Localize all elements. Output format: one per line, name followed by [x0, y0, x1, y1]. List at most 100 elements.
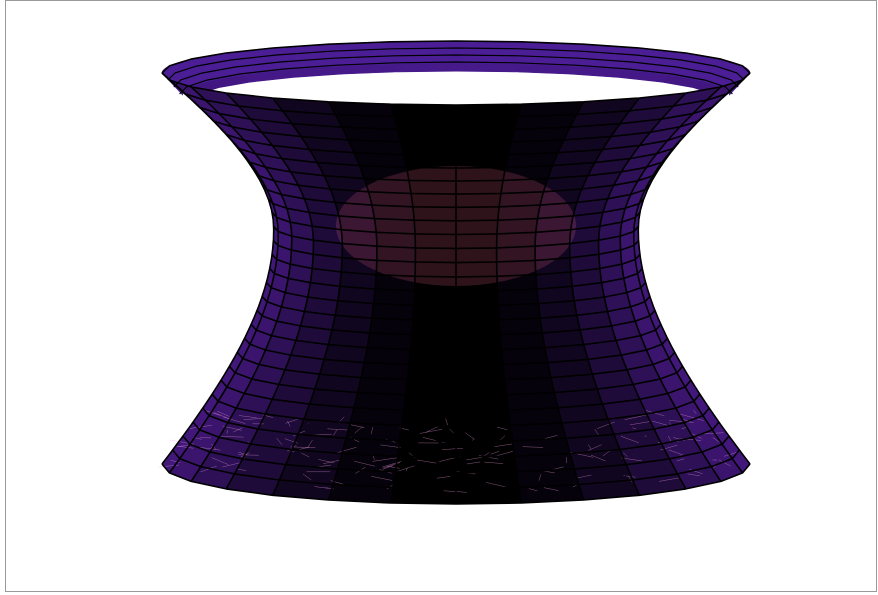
- surface-speckle-stroke: [669, 420, 694, 423]
- surface-facet: [390, 103, 457, 118]
- surface-facet: [497, 288, 539, 306]
- hyperboloid-plot: [158, 40, 751, 505]
- mesh-top-rim-back: [161, 40, 751, 74]
- surface-speckle-stroke: [522, 446, 544, 448]
- surface-facet: [410, 334, 457, 351]
- surface-facet: [403, 394, 457, 412]
- surface-facet: [455, 379, 507, 396]
- surface-speckle-stroke: [668, 435, 672, 442]
- surface-facet: [394, 455, 457, 474]
- surface-speckle-stroke: [620, 435, 639, 444]
- surface-speckle-stroke: [371, 476, 392, 481]
- surface-facet: [397, 440, 457, 458]
- surface-speckle-stroke: [652, 420, 668, 426]
- surface-speckle-stroke: [302, 473, 312, 481]
- mesh-meridian: [534, 101, 585, 501]
- surface-facet: [400, 141, 457, 156]
- surface-facet: [455, 409, 511, 427]
- surface-speckle-stroke: [370, 427, 374, 435]
- surface-speckle-stroke: [226, 429, 229, 434]
- mesh-meridian: [619, 86, 722, 482]
- surface-speckle-stroke: [382, 465, 394, 470]
- surface-speckle-stroke: [624, 414, 650, 420]
- surface-speckle-stroke: [724, 452, 738, 457]
- surface-speckle-stroke: [233, 427, 243, 433]
- surface-facet: [455, 154, 509, 169]
- surface-speckle-stroke: [307, 439, 313, 448]
- surface-speckle-stroke: [425, 426, 439, 433]
- surface-speckle-stroke: [441, 447, 464, 450]
- surface-mesh: [161, 40, 751, 505]
- surface-facet: [455, 394, 509, 412]
- surface-speckle-stroke: [629, 421, 650, 426]
- surface-facet: [455, 319, 501, 336]
- surface-facet: [401, 409, 457, 427]
- surface-speckle-stroke: [382, 461, 402, 468]
- surface-speckle-stroke: [712, 437, 720, 443]
- mesh-meridian: [568, 97, 641, 496]
- surface-speckle-stroke: [499, 435, 506, 441]
- surface-facet: [497, 303, 541, 321]
- surface-speckle-stroke: [335, 447, 357, 454]
- surface-speckle-stroke: [199, 447, 221, 451]
- surface-speckle-stroke: [594, 429, 600, 436]
- surface-speckle-stroke: [416, 459, 437, 464]
- surface-speckle-stroke: [588, 444, 602, 451]
- surface-facet: [501, 347, 549, 365]
- surface-speckle-stroke: [544, 435, 558, 440]
- surface-speckle-stroke: [449, 428, 454, 434]
- surface-speckle-stroke: [490, 450, 500, 455]
- surface-facet: [455, 304, 500, 321]
- surface-speckle-stroke: [238, 469, 246, 471]
- surface-facet: [455, 334, 502, 351]
- surface-speckle-stroke: [496, 426, 508, 431]
- surface-facet: [455, 487, 522, 505]
- surface-speckle-stroke: [333, 429, 338, 436]
- surface-speckle-stroke: [287, 420, 291, 427]
- surface-speckle-stroke: [243, 418, 265, 420]
- surface-speckle-stroke: [621, 457, 642, 462]
- surface-facet: [397, 128, 457, 144]
- surface-speckle-stroke: [632, 427, 637, 430]
- surface-facet: [455, 455, 518, 474]
- surface-speckle-stroke: [238, 415, 257, 419]
- surface-speckle-stroke: [657, 441, 661, 444]
- surface-facet: [455, 128, 515, 144]
- mesh-meridian: [327, 101, 378, 501]
- surface-speckle-stroke: [687, 473, 701, 477]
- surface-facet: [403, 154, 457, 169]
- surface-speckle-stroke: [587, 444, 592, 450]
- surface-facet: [399, 425, 457, 442]
- surface-speckle-stroke: [484, 461, 504, 464]
- surface-speckle-stroke: [668, 449, 684, 456]
- surface-speckle-stroke: [623, 452, 628, 457]
- surface-facet: [363, 347, 411, 365]
- surface-speckle-stroke: [436, 476, 451, 479]
- surface-facet: [455, 103, 522, 118]
- surface-speckle-stroke: [543, 487, 559, 491]
- surface-speckle-stroke: [354, 460, 375, 467]
- surface-facet: [455, 290, 499, 307]
- mesh-meridian: [225, 92, 315, 490]
- surface-speckle-stroke: [693, 409, 697, 414]
- surface-speckle-stroke: [211, 457, 229, 465]
- surface-facet: [405, 379, 457, 396]
- surface-speckle-stroke: [314, 486, 334, 490]
- surface-speckle-stroke: [350, 424, 365, 428]
- mesh-meridian: [190, 86, 293, 482]
- surface-speckle-stroke: [445, 418, 449, 426]
- surface-speckle-stroke: [170, 459, 180, 464]
- surface-speckle-stroke: [323, 459, 341, 465]
- surface-facet: [360, 362, 410, 380]
- surface-speckle-stroke: [538, 474, 542, 481]
- surface-facet: [371, 303, 415, 321]
- surface-facet: [412, 304, 457, 321]
- surface-speckle-stroke: [330, 480, 344, 485]
- surface-facet: [455, 440, 515, 458]
- surface-facet: [455, 141, 512, 156]
- surface-facet: [455, 364, 506, 381]
- surface-facet: [499, 332, 546, 350]
- surface-speckle-stroke: [660, 444, 678, 451]
- surface-speckle-stroke: [327, 428, 348, 431]
- surface-facet: [455, 349, 504, 366]
